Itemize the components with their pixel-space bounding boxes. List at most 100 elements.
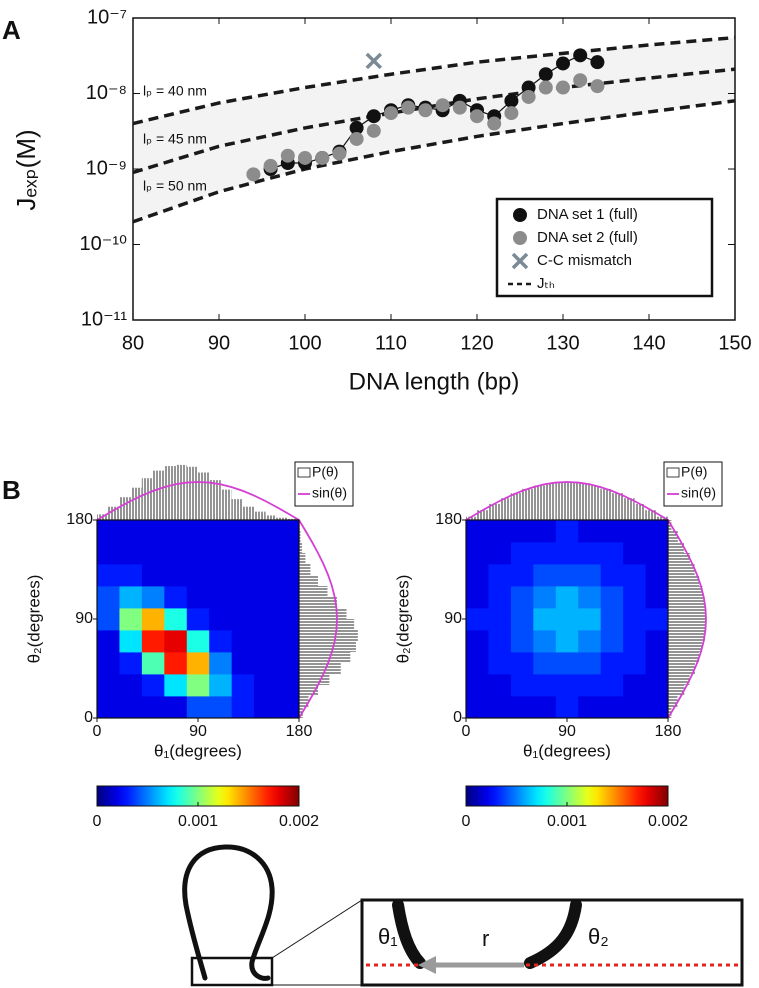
- histogram-bar: [668, 542, 684, 553]
- histogram-bar: [198, 472, 210, 520]
- heatmap-cell: [231, 674, 255, 697]
- histogram-bar: [668, 564, 695, 575]
- heatmap-cell: [186, 674, 210, 697]
- heatmap-cell: [254, 652, 277, 675]
- angle-label: θ₂: [588, 924, 609, 949]
- histogram-bar: [119, 497, 131, 520]
- histogram-bar: [668, 553, 691, 564]
- point: [487, 116, 502, 131]
- heatmap-cell: [209, 542, 233, 565]
- dna-strand: [524, 899, 582, 969]
- heatmap-cell: [555, 520, 579, 543]
- point: [573, 73, 588, 88]
- histogram-bar: [186, 466, 198, 520]
- heatmap-cell: [578, 630, 602, 653]
- arrow-head: [418, 956, 436, 974]
- heatmap-cell: [578, 586, 602, 609]
- heatmap-cell: [119, 586, 143, 609]
- histogram-bar: [130, 487, 142, 520]
- heatmap-cell: [578, 674, 602, 697]
- heatmap-cell: [555, 542, 579, 565]
- curve-annotation: lₚ = 40 nm: [143, 83, 207, 99]
- y-axis-label: θ₂(degrees): [393, 575, 412, 664]
- heatmap-cell: [466, 696, 489, 719]
- histogram-bar: [522, 488, 534, 520]
- point: [263, 158, 278, 173]
- heatmap-cell: [645, 564, 669, 587]
- heatmap-cell: [555, 586, 579, 609]
- heatmap-cell: [141, 630, 165, 653]
- heatmap-cell: [209, 630, 233, 653]
- heatmap-cell: [488, 608, 512, 631]
- point: [452, 100, 467, 115]
- point: [349, 120, 364, 135]
- heatmap-cell: [254, 696, 277, 719]
- point: [315, 150, 330, 165]
- heatmap-cell: [533, 608, 557, 631]
- histogram-bar: [220, 489, 232, 520]
- colorbar-tick-label: 0: [462, 813, 471, 830]
- heatmap-cell: [209, 564, 233, 587]
- heatmap-cell: [141, 542, 165, 565]
- point: [538, 80, 553, 95]
- heatmap-cell: [254, 586, 277, 609]
- heatmap-cell: [623, 630, 646, 653]
- heatmap-cell: [578, 608, 602, 631]
- y-tick-label: 10⁻⁷: [87, 6, 127, 28]
- histogram-bar: [668, 520, 672, 531]
- heatmap-cell: [119, 564, 143, 587]
- histogram-bar: [299, 652, 351, 663]
- point: [418, 103, 433, 118]
- heatmap-cell: [186, 542, 210, 565]
- x-tick-label: 90: [208, 332, 230, 354]
- heatmap-cell: [466, 542, 489, 565]
- heatmap-cell: [600, 542, 624, 565]
- heatmap-cell: [231, 608, 255, 631]
- x-axis-label: θ₁(degrees): [154, 741, 242, 760]
- histogram-bar: [175, 464, 187, 520]
- heatmap-cell: [254, 608, 277, 631]
- histogram-bar: [634, 503, 646, 520]
- heatmap-cell: [141, 696, 165, 719]
- heatmap-cell: [578, 564, 602, 587]
- histogram-bar: [668, 674, 690, 685]
- histogram-bar: [265, 515, 277, 520]
- heatmap-cell: [97, 520, 120, 543]
- legend-label: Jₜₕ: [537, 275, 555, 292]
- x-tick-label: 100: [288, 332, 321, 354]
- schematic: θ₁ r θ₂: [182, 844, 744, 987]
- heatmap-cell: [533, 564, 557, 587]
- point-stroke: [365, 52, 383, 70]
- heatmap-cell: [141, 652, 165, 675]
- x-tick-label: 80: [122, 332, 144, 354]
- x-axis-label: DNA length (bp): [349, 368, 520, 395]
- histogram-bar: [656, 516, 668, 520]
- legend-label: C-C mismatch: [537, 252, 632, 269]
- heatmap-cell: [164, 630, 188, 653]
- histogram-bar: [299, 685, 318, 696]
- heatmap-cell: [623, 608, 646, 631]
- heatmap-cell: [97, 696, 120, 719]
- heatmap-cell: [141, 586, 165, 609]
- histogram-bar: [299, 619, 355, 630]
- heatmap-cell: [533, 674, 557, 697]
- histogram-bar: [141, 478, 154, 520]
- point: [365, 52, 383, 70]
- heatmap-cell: [600, 696, 624, 719]
- heatmap-cell: [119, 696, 143, 719]
- heatmap-cell: [231, 696, 255, 719]
- heatmap-cell: [97, 674, 120, 697]
- theory-curve: [132, 67, 736, 175]
- histogram-bar: [555, 482, 567, 520]
- heatmap-cell: [645, 674, 669, 697]
- heatmap-cell: [141, 520, 165, 543]
- heatmap-cell: [555, 630, 579, 653]
- heatmap-cell: [97, 542, 120, 565]
- heatmap-cell: [164, 696, 188, 719]
- histogram-bar: [164, 466, 176, 520]
- heatmap-cell: [276, 564, 300, 587]
- theory-curve: [465, 481, 669, 521]
- heatmap-cell: [488, 586, 512, 609]
- heatmap-cell: [533, 586, 557, 609]
